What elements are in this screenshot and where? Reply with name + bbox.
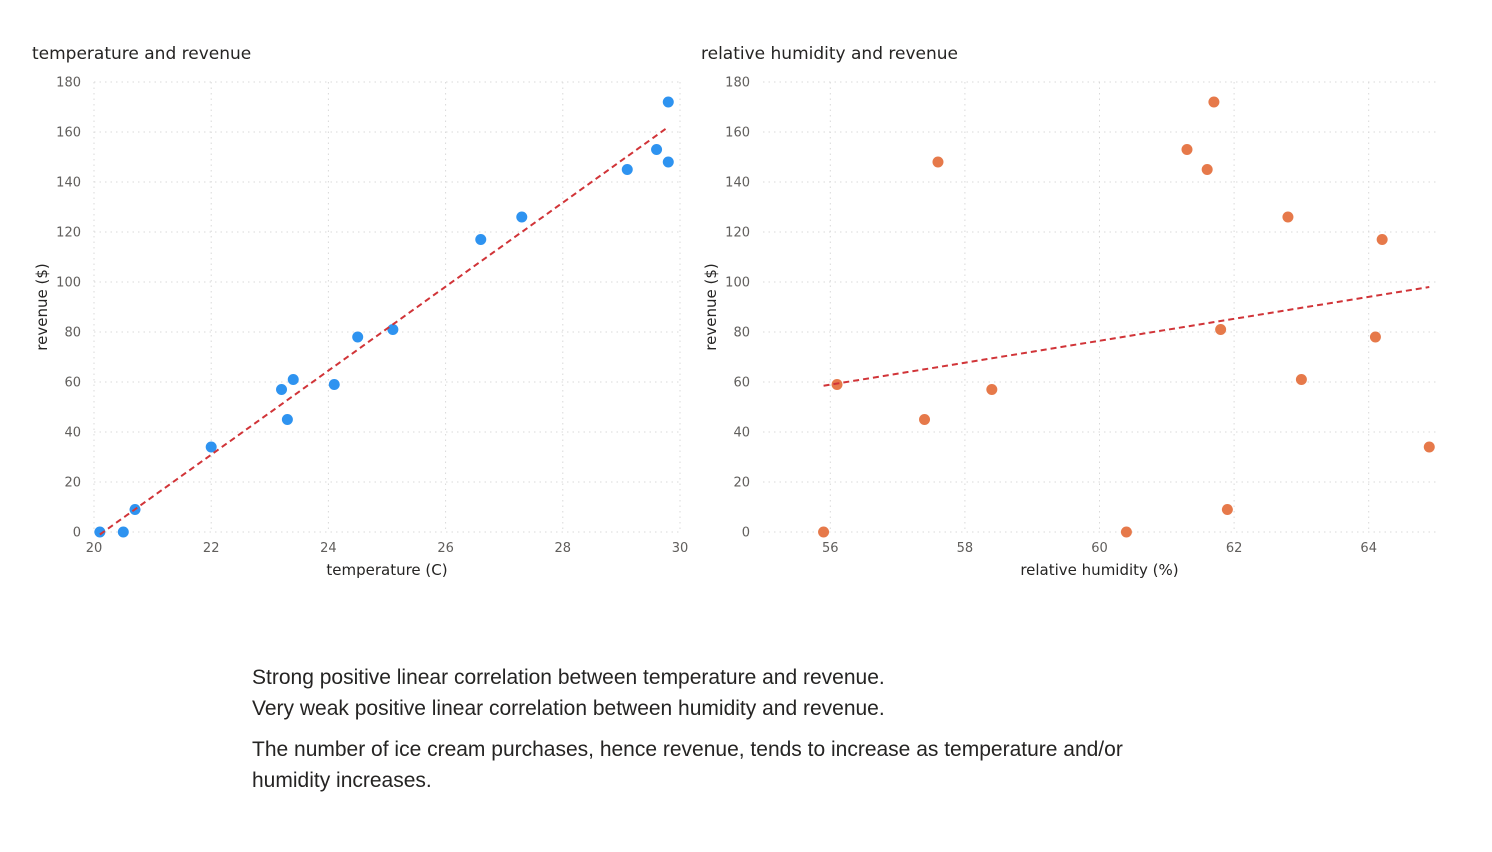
data-point bbox=[932, 156, 944, 168]
x-tick-label: 26 bbox=[437, 541, 454, 556]
y-tick-label: 120 bbox=[725, 226, 750, 241]
data-point bbox=[1295, 374, 1307, 385]
data-point bbox=[94, 526, 106, 538]
data-point bbox=[919, 414, 931, 425]
data-point bbox=[205, 441, 217, 453]
x-tick-label: 58 bbox=[957, 541, 974, 556]
chart-title-humidity: relative humidity and revenue bbox=[701, 44, 958, 64]
x-tick-label: 56 bbox=[822, 541, 839, 556]
data-point bbox=[475, 234, 487, 245]
note-temperature: Strong positive linear correlation betwe… bbox=[252, 666, 885, 689]
y-axis-label: revenue ($) bbox=[702, 263, 720, 350]
data-point bbox=[276, 384, 288, 395]
y-tick-label: 40 bbox=[733, 426, 750, 441]
y-tick-label: 20 bbox=[733, 476, 750, 491]
data-point bbox=[818, 526, 830, 538]
humidity-revenue-scatter: 0 20 40 60 80 100 120 140 160 180 56 58 60 62 64 relati… bbox=[702, 76, 1436, 579]
data-point bbox=[1208, 96, 1220, 108]
y-tick-label: 160 bbox=[56, 126, 81, 141]
data-point bbox=[1201, 164, 1213, 175]
x-axis-label: relative humidity (%) bbox=[1020, 561, 1178, 579]
y-tick-label: 160 bbox=[725, 126, 750, 141]
analysis-notes: Strong positive linear correlation betwe… bbox=[252, 662, 1152, 796]
data-point bbox=[621, 164, 633, 175]
trend-line bbox=[823, 286, 1430, 387]
data-point bbox=[1423, 441, 1435, 453]
y-tick-label: 60 bbox=[733, 376, 750, 391]
data-point bbox=[387, 324, 399, 335]
y-tick-label: 20 bbox=[64, 476, 81, 491]
x-tick-label: 24 bbox=[320, 541, 337, 556]
x-tick-label: 62 bbox=[1226, 541, 1243, 556]
data-point bbox=[281, 414, 293, 425]
y-tick-label: 140 bbox=[56, 176, 81, 191]
y-tick-label: 140 bbox=[725, 176, 750, 191]
data-point bbox=[662, 96, 674, 108]
trend-line bbox=[99, 126, 669, 536]
note-conclusion: The number of ice cream purchases, hence… bbox=[252, 738, 1123, 792]
x-tick-label: 22 bbox=[203, 541, 220, 556]
y-tick-label: 0 bbox=[73, 526, 81, 541]
data-point bbox=[1221, 504, 1233, 515]
data-point bbox=[117, 526, 129, 538]
data-point bbox=[662, 156, 674, 168]
x-tick-label: 64 bbox=[1360, 541, 1377, 556]
data-point bbox=[352, 331, 364, 343]
data-point bbox=[1282, 211, 1294, 223]
x-tick-label: 28 bbox=[555, 541, 572, 556]
data-point bbox=[516, 211, 528, 223]
x-tick-label: 20 bbox=[86, 541, 103, 556]
y-tick-label: 120 bbox=[56, 226, 81, 241]
y-tick-label: 100 bbox=[56, 276, 81, 291]
y-axis-label: revenue ($) bbox=[33, 263, 51, 350]
y-tick-label: 80 bbox=[733, 326, 750, 341]
data-point bbox=[1120, 526, 1132, 538]
data-point bbox=[1215, 324, 1227, 335]
y-tick-label: 80 bbox=[64, 326, 81, 341]
data-point bbox=[651, 144, 663, 155]
y-tick-label: 100 bbox=[725, 276, 750, 291]
data-point bbox=[328, 379, 340, 390]
data-point bbox=[1376, 234, 1388, 245]
note-humidity: Very weak positive linear correlation be… bbox=[252, 697, 885, 720]
x-tick-label: 30 bbox=[672, 541, 689, 556]
y-tick-label: 0 bbox=[742, 526, 750, 541]
y-tick-label: 180 bbox=[725, 76, 750, 91]
data-point bbox=[1181, 144, 1193, 155]
y-tick-label: 180 bbox=[56, 76, 81, 91]
y-tick-label: 40 bbox=[64, 426, 81, 441]
y-tick-label: 60 bbox=[64, 376, 81, 391]
data-point bbox=[986, 384, 998, 395]
data-point bbox=[287, 374, 299, 385]
chart-title-temperature: temperature and revenue bbox=[32, 44, 252, 64]
x-axis-label: temperature (C) bbox=[326, 561, 447, 579]
temperature-revenue-scatter: 0 20 40 60 80 100 120 140 160 180 20 22 24 26 28 30 temp… bbox=[33, 76, 689, 580]
data-point bbox=[1369, 331, 1381, 343]
x-tick-label: 60 bbox=[1091, 541, 1108, 556]
